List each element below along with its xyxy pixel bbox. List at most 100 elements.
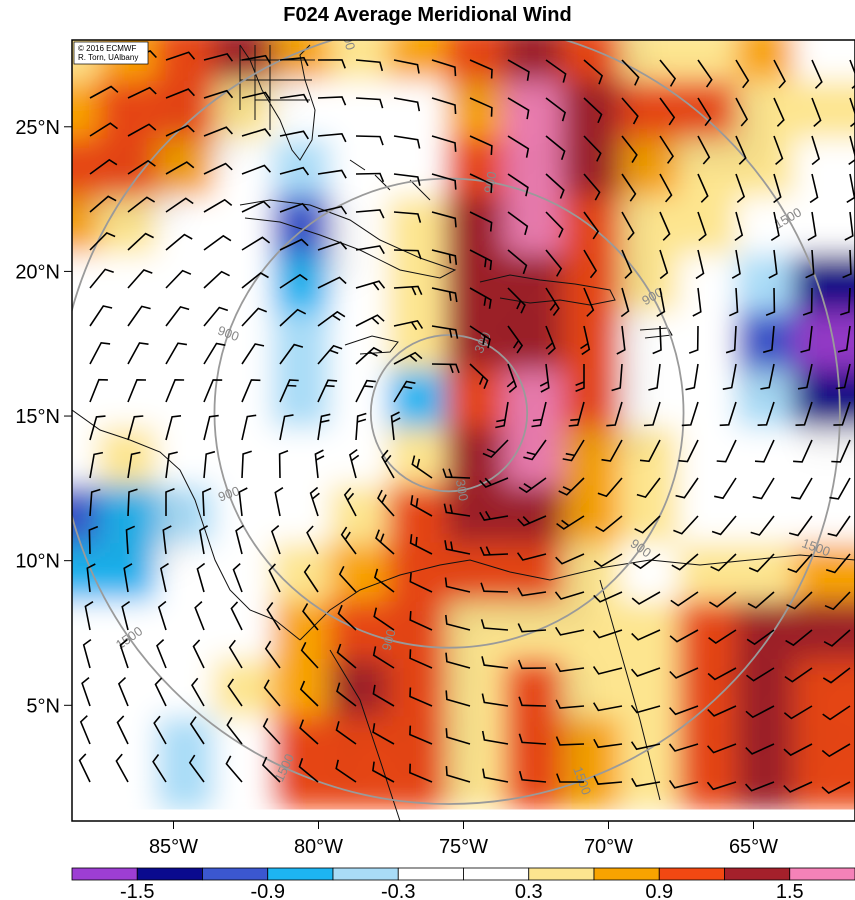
wind-barb xyxy=(355,280,386,291)
wind-barb xyxy=(707,705,737,717)
wind-barb xyxy=(831,439,851,463)
wind-barb xyxy=(469,249,493,271)
colorbar-label: -0.3 xyxy=(381,881,415,900)
wind-barb xyxy=(203,306,229,327)
wind-barb xyxy=(827,515,851,537)
wind-barb xyxy=(232,563,243,593)
wind-barb xyxy=(279,308,307,327)
wind-barb xyxy=(89,85,119,99)
wind-barb xyxy=(554,591,585,600)
wind-barb xyxy=(768,249,778,279)
wind-barb xyxy=(797,363,813,390)
wind-barb xyxy=(160,562,169,593)
wind-barb xyxy=(377,489,395,517)
wind-barb xyxy=(765,287,776,317)
wind-barb xyxy=(355,314,385,327)
wind-barb xyxy=(127,86,157,99)
wind-barb xyxy=(191,677,205,707)
wind-barb xyxy=(748,553,775,573)
wind-barb xyxy=(518,696,547,707)
wind-barb xyxy=(706,781,737,791)
wind-barb xyxy=(611,363,623,392)
wind-barb xyxy=(393,173,421,186)
wind-barb xyxy=(697,173,709,203)
wind-barb xyxy=(241,200,271,213)
wind-barb xyxy=(203,270,230,289)
wind-barb xyxy=(786,591,813,610)
wind-barb xyxy=(445,766,471,783)
wind-barb xyxy=(165,88,195,99)
wind-barb xyxy=(241,379,261,403)
wind-barb xyxy=(152,754,167,783)
colorbar-label: 1.5 xyxy=(776,881,804,900)
wind-barb xyxy=(336,682,357,707)
wind-barb xyxy=(707,667,737,681)
wind-barb xyxy=(734,211,744,242)
wind-barb xyxy=(196,562,206,593)
wind-barb xyxy=(264,640,281,669)
wind-barb xyxy=(127,196,156,213)
wind-barb xyxy=(621,249,633,279)
wind-barb xyxy=(555,663,585,673)
wind-barb xyxy=(811,59,823,89)
wind-barb xyxy=(783,705,813,720)
range-ring-300 xyxy=(369,334,529,493)
wind-barb xyxy=(824,591,851,611)
wind-barb xyxy=(787,553,813,573)
wind-barb xyxy=(785,629,813,647)
wind-barb xyxy=(631,629,661,641)
wind-barb xyxy=(802,287,813,316)
wind-barb xyxy=(372,723,395,745)
lon-tick-label: 75°W xyxy=(439,836,488,858)
wind-barb xyxy=(825,553,851,574)
wind-barb xyxy=(270,524,281,555)
wind-barb xyxy=(757,401,775,426)
wind-barb xyxy=(393,380,416,403)
wind-barb xyxy=(722,363,737,390)
wind-barb xyxy=(355,135,384,146)
wind-barb xyxy=(469,287,492,309)
wind-barb xyxy=(592,629,623,639)
wind-barb xyxy=(507,97,530,120)
stipple-cell xyxy=(800,722,855,804)
wind-barb xyxy=(762,325,775,354)
wind-barb xyxy=(241,164,271,175)
wind-barb xyxy=(745,781,775,792)
wind-barb xyxy=(583,97,603,124)
wind-barb xyxy=(707,743,737,754)
wind-barb xyxy=(469,325,491,349)
wind-barb xyxy=(194,601,205,631)
wind-barb xyxy=(81,676,91,707)
wind-barb xyxy=(811,135,821,166)
wind-barb xyxy=(336,643,357,669)
stipple-cell xyxy=(800,375,855,457)
wind-barb xyxy=(849,97,855,128)
wind-barb xyxy=(481,656,509,669)
wind-barb xyxy=(593,738,623,749)
wind-barb xyxy=(545,287,560,316)
wind-barb xyxy=(678,439,699,463)
wind-barb xyxy=(716,439,737,463)
wind-barb xyxy=(793,439,813,463)
wind-barb xyxy=(154,677,167,707)
wind-barb xyxy=(583,287,595,317)
longitude-axis: 85°W 80°W 75°W 70°W 65°W xyxy=(149,821,778,858)
wind-barb xyxy=(335,721,357,745)
wind-barb xyxy=(127,378,147,403)
wind-barb xyxy=(411,455,433,479)
wind-barb xyxy=(409,687,433,707)
coastline-south-america-interior xyxy=(329,579,661,821)
wind-barb xyxy=(750,515,775,536)
wind-barb xyxy=(545,59,567,83)
wind-barb xyxy=(355,346,383,365)
wind-barb xyxy=(241,272,269,289)
wind-barb xyxy=(606,401,623,427)
wind-barb xyxy=(227,678,243,707)
wind-barb xyxy=(241,236,271,251)
wind-barb xyxy=(697,135,711,165)
wind-barb xyxy=(800,325,813,353)
wind-barb xyxy=(82,638,92,669)
coastline-jamaica xyxy=(344,335,399,355)
wind-barb xyxy=(165,51,196,61)
wind-barb xyxy=(835,363,851,390)
